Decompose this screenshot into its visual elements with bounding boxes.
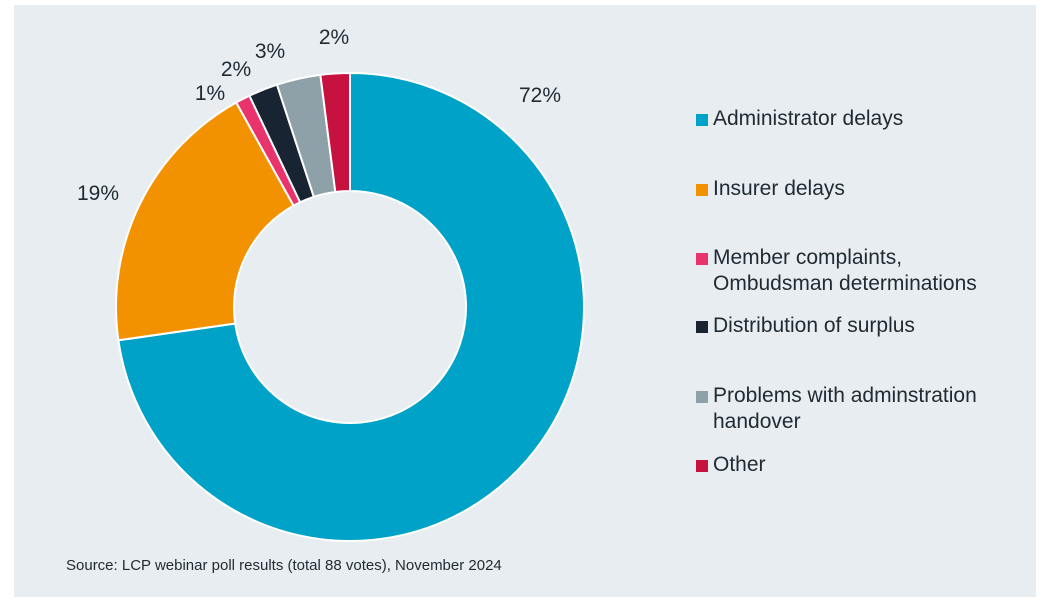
data-label-2: 1%	[195, 82, 225, 105]
legend-label: Problems with adminstration handover	[713, 384, 977, 433]
legend-label: Insurer delays	[713, 177, 845, 200]
slice-insurer-delays	[115, 101, 295, 342]
legend-swatch	[696, 321, 708, 333]
slice-administrator-delays	[117, 71, 585, 542]
legend-swatch	[696, 460, 708, 472]
slice-other	[319, 71, 351, 194]
legend-swatch	[696, 114, 708, 126]
source-note: Source: LCP webinar poll results (total …	[66, 557, 502, 574]
legend-swatch	[696, 391, 708, 403]
legend-item-2: Member complaints, Ombudsman determinati…	[696, 245, 977, 297]
data-label-5: 2%	[319, 26, 349, 49]
legend-label: Member complaints, Ombudsman determinati…	[713, 246, 977, 295]
legend-item-4: Problems with adminstration handover	[696, 383, 977, 435]
legend-item-1: Insurer delays	[696, 176, 845, 202]
legend-label: Distribution of surplus	[713, 314, 915, 337]
legend-swatch	[696, 253, 708, 265]
legend-label: Other	[713, 453, 766, 476]
data-label-4: 3%	[255, 40, 285, 63]
data-label-0: 72%	[519, 84, 561, 107]
legend-item-5: Other	[696, 452, 766, 478]
legend-item-3: Distribution of surplus	[696, 313, 915, 339]
legend-item-0: Administrator delays	[696, 106, 903, 132]
data-label-3: 2%	[221, 58, 251, 81]
legend-label: Administrator delays	[713, 107, 904, 130]
legend-swatch	[696, 184, 708, 196]
data-label-1: 19%	[77, 182, 119, 205]
